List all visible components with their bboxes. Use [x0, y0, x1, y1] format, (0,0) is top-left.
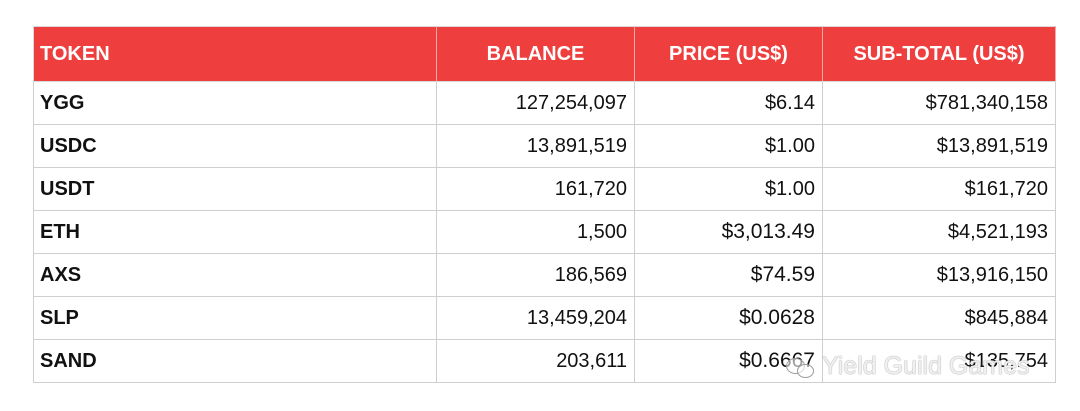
balance-cell: 127,254,097	[436, 81, 635, 125]
table-row: ETH 1,500 $3,013.49 $4,521,193	[33, 210, 1056, 254]
price-cell: $1.00	[634, 167, 823, 211]
balance-cell: 13,891,519	[436, 124, 635, 168]
token-cell: USDC	[33, 124, 437, 168]
watermark-text: Yield Guild Games	[822, 352, 1030, 380]
token-cell: SAND	[33, 339, 437, 383]
table-row: AXS 186,569 $74.59 $13,916,150	[33, 253, 1056, 297]
token-cell: YGG	[33, 81, 437, 125]
subtotal-cell: $161,720	[822, 167, 1056, 211]
header-token: TOKEN	[33, 26, 437, 82]
price-cell: $0.0628	[634, 296, 823, 340]
table-row: USDT 161,720 $1.00 $161,720	[33, 167, 1056, 211]
table-header-row: TOKEN BALANCE PRICE (US$) SUB-TOTAL (US$…	[33, 26, 1056, 82]
balance-cell: 1,500	[436, 210, 635, 254]
table-row: SLP 13,459,204 $0.0628 $845,884	[33, 296, 1056, 340]
token-holdings-table: TOKEN BALANCE PRICE (US$) SUB-TOTAL (US$…	[33, 26, 1056, 383]
token-cell: AXS	[33, 253, 437, 297]
token-cell: ETH	[33, 210, 437, 254]
token-cell: SLP	[33, 296, 437, 340]
balance-cell: 186,569	[436, 253, 635, 297]
subtotal-cell: $13,891,519	[822, 124, 1056, 168]
price-cell: $1.00	[634, 124, 823, 168]
header-price: PRICE (US$)	[634, 26, 823, 82]
table-row: USDC 13,891,519 $1.00 $13,891,519	[33, 124, 1056, 168]
subtotal-cell: $781,340,158	[822, 81, 1056, 125]
token-holdings-table-container: TOKEN BALANCE PRICE (US$) SUB-TOTAL (US$…	[33, 26, 1056, 383]
price-cell: $74.59	[634, 253, 823, 297]
header-balance: BALANCE	[436, 26, 635, 82]
subtotal-cell: $13,916,150	[822, 253, 1056, 297]
balance-cell: 203,611	[436, 339, 635, 383]
table-row: YGG 127,254,097 $6.14 $781,340,158	[33, 81, 1056, 125]
subtotal-cell: $845,884	[822, 296, 1056, 340]
balance-cell: 161,720	[436, 167, 635, 211]
token-cell: USDT	[33, 167, 437, 211]
subtotal-cell: $135,754	[822, 339, 1056, 383]
subtotal-cell: $4,521,193	[822, 210, 1056, 254]
header-subtotal: SUB-TOTAL (US$)	[822, 26, 1056, 82]
wechat-icon	[786, 356, 816, 378]
price-cell: $6.14	[634, 81, 823, 125]
balance-cell: 13,459,204	[436, 296, 635, 340]
price-cell: $3,013.49	[634, 210, 823, 254]
watermark: Yield Guild Games	[786, 352, 1030, 381]
table-row: SAND 203,611 $0.6667 $135,754	[33, 339, 1056, 383]
